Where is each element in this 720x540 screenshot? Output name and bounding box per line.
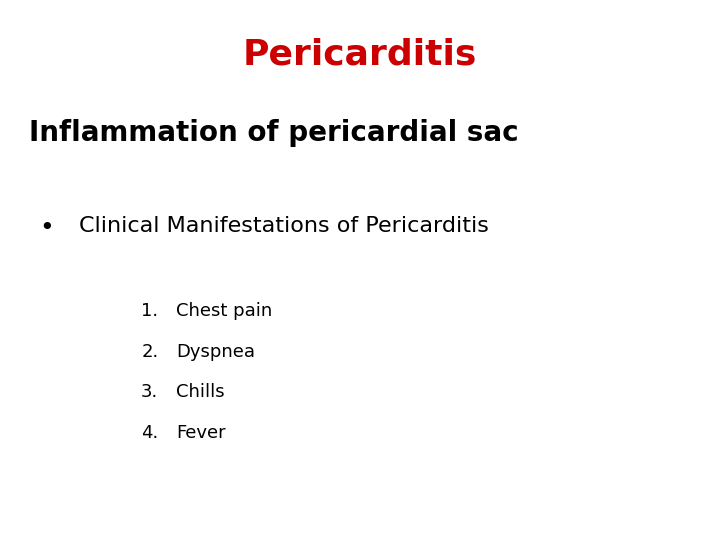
- Text: Dyspnea: Dyspnea: [176, 343, 256, 361]
- Text: 3.: 3.: [141, 383, 158, 401]
- Text: Chills: Chills: [176, 383, 225, 401]
- Text: 2.: 2.: [141, 343, 158, 361]
- Text: Inflammation of pericardial sac: Inflammation of pericardial sac: [29, 119, 518, 147]
- Text: Pericarditis: Pericarditis: [243, 38, 477, 72]
- Text: Fever: Fever: [176, 424, 226, 442]
- Text: 4.: 4.: [141, 424, 158, 442]
- Text: 1.: 1.: [141, 302, 158, 320]
- Text: Chest pain: Chest pain: [176, 302, 273, 320]
- Text: •: •: [40, 216, 54, 240]
- Text: Clinical Manifestations of Pericarditis: Clinical Manifestations of Pericarditis: [79, 216, 489, 236]
